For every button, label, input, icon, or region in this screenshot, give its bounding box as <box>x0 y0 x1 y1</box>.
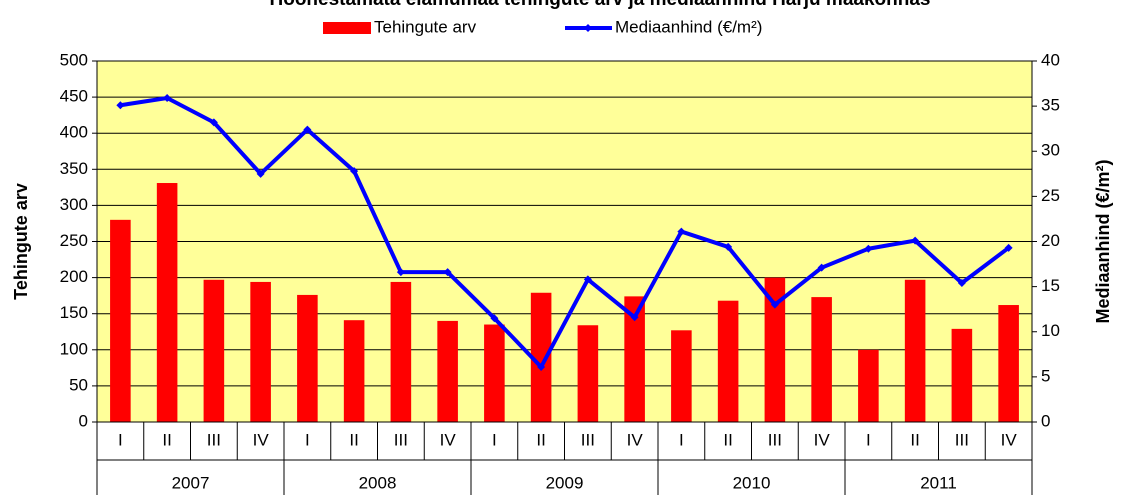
bar <box>717 300 739 422</box>
x-tick-label: III <box>581 430 595 449</box>
bar <box>484 324 505 422</box>
x-tick-label: IV <box>253 430 270 449</box>
bar <box>530 292 552 422</box>
line-marker <box>443 268 452 277</box>
x-tick-label: III <box>768 430 782 449</box>
x-tick-label: III <box>955 430 969 449</box>
y-tick-label: 500 <box>60 50 88 69</box>
bar <box>390 281 412 422</box>
legend-label: Tehingute arv <box>374 17 477 36</box>
x-tick-label: II <box>349 430 358 449</box>
bar <box>904 279 926 422</box>
bar <box>203 279 225 422</box>
line-marker <box>490 314 499 323</box>
chart-title: Hoonestamata elamumaa tehingute arv ja m… <box>270 0 931 10</box>
y2-tick-label: 30 <box>1041 141 1060 160</box>
y-axis-label: Tehingute arv <box>11 183 31 300</box>
line-marker <box>116 101 125 110</box>
bar <box>577 325 599 422</box>
y-tick-label: 400 <box>60 123 88 142</box>
bar <box>156 183 178 422</box>
y-tick-label: 150 <box>60 303 88 322</box>
y2-tick-label: 10 <box>1041 321 1060 340</box>
line-marker <box>677 227 686 236</box>
y-tick-label: 300 <box>60 195 88 214</box>
bar <box>998 305 1019 422</box>
line-marker <box>209 118 218 127</box>
bar <box>764 277 786 422</box>
line-marker <box>350 167 359 176</box>
y2-tick-label: 15 <box>1041 276 1060 295</box>
legend-label: Mediaanhind (€/m²) <box>615 17 762 36</box>
x-group-label: 2007 <box>172 473 210 492</box>
bar <box>671 330 692 422</box>
x-tick-label: I <box>118 430 123 449</box>
x-tick-label: II <box>536 430 545 449</box>
y-tick-label: 50 <box>69 375 88 394</box>
y-tick-label: 100 <box>60 339 88 358</box>
line-marker <box>583 275 592 284</box>
x-tick-label: IV <box>814 430 831 449</box>
x-tick-label: II <box>723 430 732 449</box>
x-group-label: 2009 <box>546 473 584 492</box>
legend-marker <box>584 24 592 32</box>
x-tick-label: III <box>394 430 408 449</box>
x-tick-label: IV <box>440 430 457 449</box>
line-marker <box>957 279 966 288</box>
bar <box>858 349 879 422</box>
x-group-label: 2008 <box>359 473 397 492</box>
line-marker <box>770 300 779 309</box>
x-tick-label: I <box>679 430 684 449</box>
line-marker <box>817 263 826 272</box>
x-group-label: 2011 <box>920 473 957 492</box>
bar <box>624 296 645 422</box>
legend-swatch <box>323 22 371 34</box>
x-group-label: 2010 <box>733 473 771 492</box>
bar <box>951 328 973 422</box>
y2-tick-label: 40 <box>1041 50 1060 69</box>
line-marker <box>303 125 312 134</box>
x-tick-label: I <box>866 430 871 449</box>
y2-tick-label: 25 <box>1041 186 1060 205</box>
x-tick-label: I <box>305 430 310 449</box>
y2-tick-label: 0 <box>1041 411 1050 430</box>
x-tick-label: II <box>162 430 171 449</box>
line-marker <box>256 169 265 178</box>
y-tick-label: 450 <box>60 87 88 106</box>
line-marker <box>724 242 733 251</box>
line-marker <box>911 236 920 245</box>
y2-tick-label: 20 <box>1041 231 1060 250</box>
x-tick-label: IV <box>627 430 644 449</box>
line-marker <box>163 94 172 103</box>
y2-tick-label: 35 <box>1041 96 1060 115</box>
x-tick-label: IV <box>1001 430 1018 449</box>
line-marker <box>396 268 405 277</box>
y-tick-label: 200 <box>60 267 88 286</box>
bar <box>250 281 271 422</box>
line-marker <box>864 244 873 253</box>
y-tick-label: 250 <box>60 231 88 250</box>
y2-tick-label: 5 <box>1041 366 1050 385</box>
x-tick-label: I <box>492 430 497 449</box>
line <box>120 96 1010 369</box>
y-tick-label: 350 <box>60 159 88 178</box>
bar <box>343 320 365 422</box>
y-tick-label: 0 <box>79 411 88 430</box>
line-marker <box>537 362 546 371</box>
bar <box>437 320 458 422</box>
y2-axis-label: Mediaanhind (€/m²) <box>1093 159 1113 323</box>
x-tick-label: III <box>207 430 221 449</box>
bar <box>811 297 832 422</box>
line-marker <box>1004 243 1013 252</box>
bar <box>110 219 131 422</box>
x-tick-label: II <box>910 430 919 449</box>
line-marker <box>630 313 639 322</box>
bar <box>297 294 318 422</box>
